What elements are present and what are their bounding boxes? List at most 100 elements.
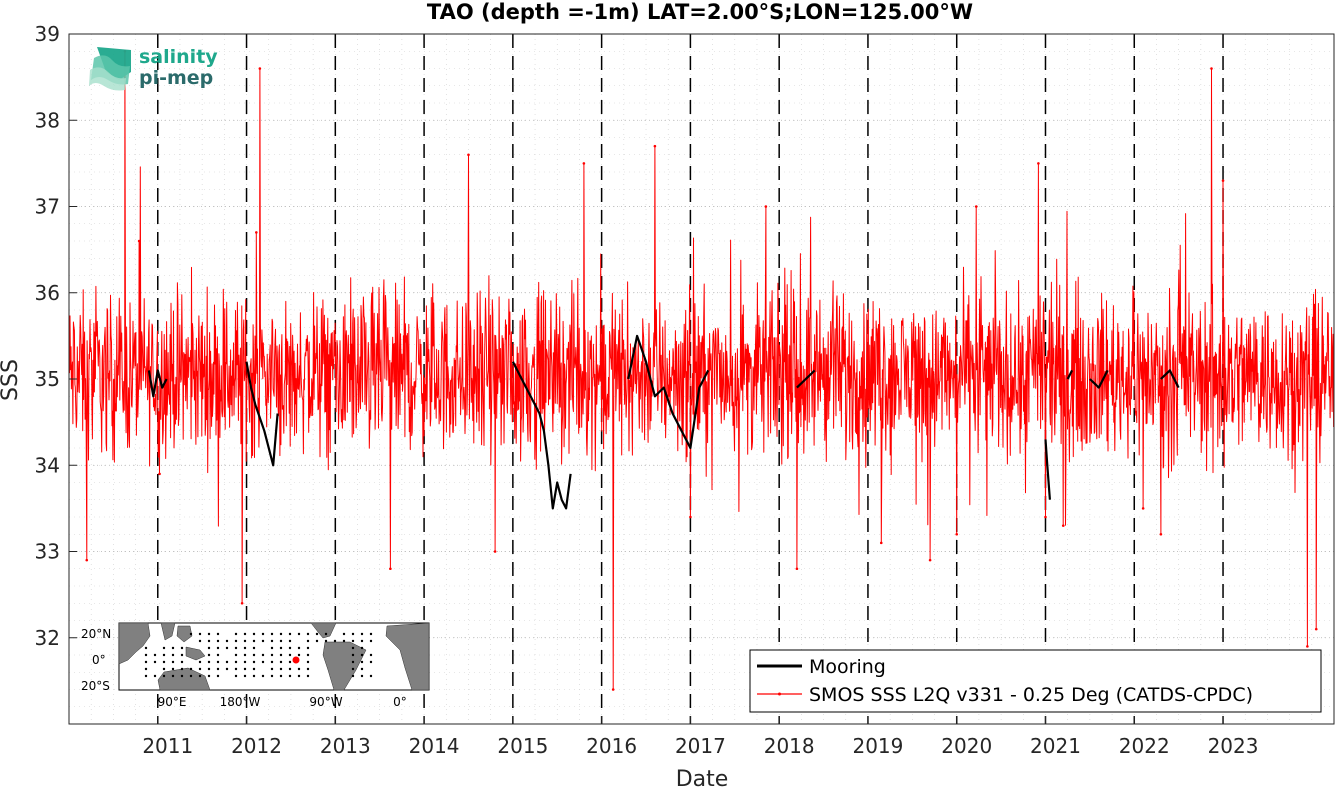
mooring-station-dot xyxy=(144,646,148,650)
mooring-segment xyxy=(511,361,572,510)
mooring-station-dot xyxy=(225,646,229,650)
mooring-station-dot xyxy=(216,639,220,643)
mooring-station-dot xyxy=(252,639,256,643)
smos-spike-point xyxy=(137,239,141,243)
map-lat-label-north: 20°N xyxy=(81,627,111,641)
mooring-station-dot xyxy=(351,667,355,671)
mooring-station-dot xyxy=(360,646,364,650)
mooring-station-dot xyxy=(153,660,157,664)
mooring-station-dot xyxy=(216,674,220,678)
mooring-station-dot xyxy=(243,632,247,636)
smos-spike-point xyxy=(582,162,586,165)
smos-spike-point xyxy=(689,515,692,519)
mooring-station-dot xyxy=(324,639,328,643)
mooring-segment xyxy=(1066,369,1074,380)
y-tick-label: 38 xyxy=(35,108,60,132)
mooring-station-dot xyxy=(270,653,274,657)
mooring-station-dot xyxy=(351,639,355,643)
mooring-station-dot xyxy=(279,674,283,678)
mooring-station-dot xyxy=(270,660,274,664)
mooring-station-dot xyxy=(369,653,373,657)
smos-spike-point xyxy=(955,532,959,536)
mooring-station-dot xyxy=(144,674,148,678)
mooring-station-dot xyxy=(297,674,301,678)
mooring-station-dot xyxy=(369,632,373,636)
x-tick-label: 2021 xyxy=(1030,734,1081,758)
mooring-station-dot xyxy=(180,653,184,657)
mooring-segment xyxy=(1044,439,1051,500)
smos-spike-point xyxy=(493,550,497,553)
mooring-station-dot xyxy=(351,674,355,678)
central-america-landmass xyxy=(310,622,337,639)
mooring-station-dot xyxy=(225,660,229,664)
mooring-station-dot xyxy=(279,667,283,671)
y-tick-label: 35 xyxy=(35,367,60,391)
mooring-station-dot xyxy=(216,646,220,650)
series-mooring xyxy=(147,334,1180,510)
mooring-station-dot xyxy=(279,639,283,643)
smos-spike-point xyxy=(611,688,615,691)
smos-spike-point xyxy=(1044,515,1047,519)
logo-line-1: salinity xyxy=(139,46,218,68)
mooring-station-dot xyxy=(252,632,256,636)
mooring-station-dot xyxy=(288,632,292,636)
mooring-station-dot xyxy=(306,632,310,636)
mooring-station-dot xyxy=(207,660,211,664)
smos-spike-point xyxy=(1159,532,1163,536)
y-tick-label: 32 xyxy=(35,626,60,650)
mooring-station-dot xyxy=(234,646,238,650)
mooring-station-dot xyxy=(171,674,175,678)
mooring-station-dot xyxy=(216,660,220,664)
x-tick-label: 2023 xyxy=(1208,734,1259,758)
mooring-segment xyxy=(245,361,279,467)
mooring-station-dot xyxy=(297,646,301,650)
mooring-station-dot xyxy=(171,660,175,664)
southeast-asia-landmass xyxy=(176,625,193,643)
mooring-station-dot xyxy=(369,674,373,678)
mooring-station-dot xyxy=(297,632,301,636)
mooring-station-dot xyxy=(360,639,364,643)
mooring-station-dot xyxy=(297,653,301,657)
mooring-station-dot xyxy=(189,667,193,671)
asia-landmass xyxy=(118,622,151,665)
mooring-station-dot xyxy=(270,632,274,636)
mooring-station-dot xyxy=(333,639,337,643)
mooring-station-dot xyxy=(234,653,238,657)
x-ticks: 2011 2012 2013 2014 2015 2016 2017 2018 2019 2020… xyxy=(142,716,1258,758)
mooring-station-dot xyxy=(252,667,256,671)
x-tick-label: 2022 xyxy=(1119,734,1170,758)
mooring-station-dot xyxy=(207,667,211,671)
x-tick-label: 2014 xyxy=(409,734,460,758)
smos-spike-point xyxy=(1306,645,1309,648)
mooring-station-dot xyxy=(162,674,166,678)
mooring-station-dot xyxy=(243,667,247,671)
mooring-station-dot xyxy=(270,639,274,643)
mooring-segment xyxy=(1089,369,1109,389)
mooring-station-dot xyxy=(207,632,211,636)
mooring-station-dot xyxy=(315,639,319,643)
smos-spike-point xyxy=(879,541,883,545)
mooring-station-dot xyxy=(180,674,184,678)
mooring-station-dot xyxy=(342,632,346,636)
y-tick-label: 37 xyxy=(35,195,60,219)
mooring-station-dot xyxy=(252,660,256,664)
mooring-station-dot xyxy=(369,660,373,664)
smos-spike-point xyxy=(1314,627,1318,631)
map-lon-label-0: 0° xyxy=(393,695,407,709)
map-lon-label-90e: 90°E xyxy=(158,695,187,709)
smos-spike-point xyxy=(928,558,932,562)
legend-label-smos: SMOS SSS L2Q v331 - 0.25 Deg (CATDS-CPDC… xyxy=(809,684,1253,706)
x-tick-label: 2011 xyxy=(142,734,193,758)
mooring-station-dot xyxy=(144,653,148,657)
mooring-station-dot xyxy=(351,646,355,650)
mooring-station-dot xyxy=(234,632,238,636)
mooring-station-dot xyxy=(306,674,310,678)
mooring-station-dot xyxy=(198,639,202,643)
map-lon-label-180w: 180°W xyxy=(220,695,261,709)
mooring-station-dot xyxy=(207,646,211,650)
india-landmass xyxy=(160,622,176,641)
mooring-station-dot xyxy=(207,653,211,657)
mooring-station-dot xyxy=(225,639,229,643)
mooring-station-dot xyxy=(306,660,310,664)
mooring-station-dot xyxy=(279,653,283,657)
